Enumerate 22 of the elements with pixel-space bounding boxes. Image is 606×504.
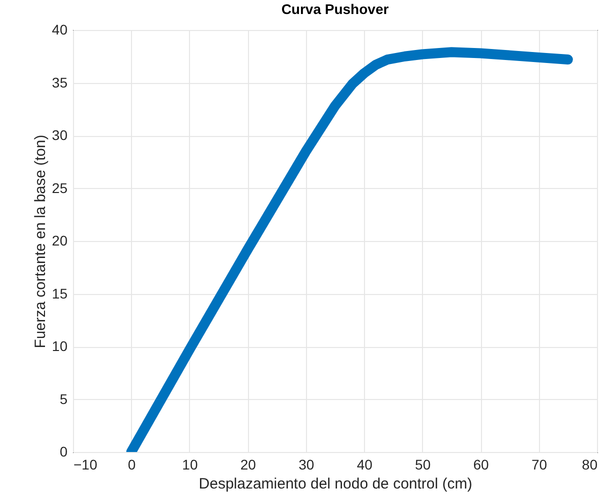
x-tick-label: 20 (240, 456, 256, 472)
y-tick-label: 15 (52, 285, 68, 302)
x-tick-label: 50 (415, 456, 431, 472)
y-tick-label: 25 (52, 180, 68, 196)
x-tick-label: 0 (128, 456, 136, 472)
x-tick-label: 60 (473, 456, 490, 472)
x-tick-label: 10 (182, 456, 198, 472)
y-axis-title: Fuerza cortante en la base (ton) (32, 134, 49, 348)
y-tick-label: 40 (52, 22, 68, 38)
chart-title: Curva Pushover (281, 1, 390, 17)
x-tick-label: 40 (356, 456, 373, 472)
x-tick-label: −10 (74, 456, 98, 472)
x-tick-label: 70 (531, 456, 548, 472)
y-tick-label: 0 (60, 444, 68, 460)
y-tick-label: 30 (52, 127, 68, 143)
y-tick-label: 35 (52, 74, 68, 90)
x-tick-label: 80 (582, 456, 598, 472)
y-tick-label: 10 (52, 338, 68, 354)
x-axis-title: Desplazamiento del nodo de control (cm) (198, 476, 472, 492)
y-tick-label: 5 (60, 390, 68, 407)
x-tick-label: 30 (298, 456, 314, 472)
y-tick-label: 20 (52, 232, 68, 248)
